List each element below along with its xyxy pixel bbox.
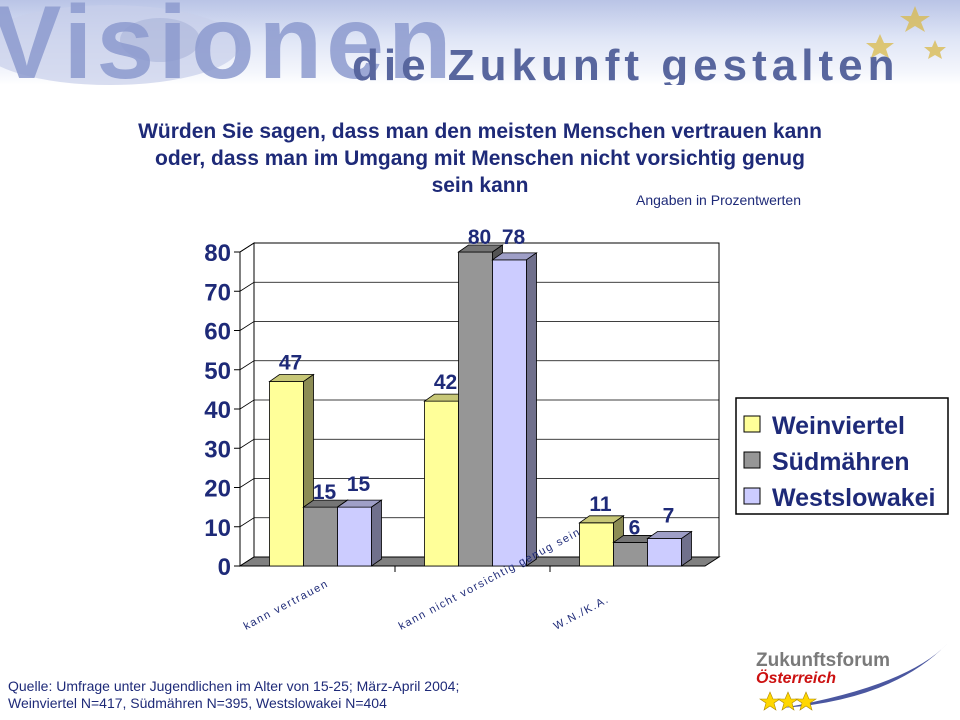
chart-title-line-3: sein kann [431,174,529,197]
data-label: 15 [347,473,371,496]
bar-weinviertel-front [424,400,459,567]
legend-label: Westslowakei [772,484,936,512]
gridline [239,360,719,371]
chart-title-line-1: Würden Sie sagen, dass man den meisten M… [138,120,822,143]
legend-label: Südmähren [772,448,910,476]
bar-westslowakei-side [371,499,382,567]
bar-südmähren-front [458,251,493,567]
x-tick-label: kann vertrauen [242,578,331,633]
chart-subtitle: Angaben in Prozentwerten [636,192,801,208]
gridline [239,321,719,331]
y-tick-label: 80 [204,240,231,267]
legend-box [735,397,949,515]
data-label: 47 [279,352,302,375]
bar-weinviertel-front [269,381,304,567]
gridline [239,517,719,528]
x-tick-label: W.N./K.A. [552,593,612,632]
y-tick-label: 0 [218,554,231,581]
source-line-2: Weinviertel N=417, Südmähren N=395, West… [8,695,387,711]
data-label: 7 [663,505,675,528]
chart-title-line-2: oder, dass man im Umgang mit Menschen ni… [155,147,805,170]
legend-swatch [743,487,761,505]
y-tick-label: 30 [204,436,231,463]
banner-word-big: Visionen [0,0,456,85]
source-note: Quelle: Umfrage unter Jugendlichen im Al… [8,678,459,712]
bar-südmähren-front [613,542,648,567]
y-tick-label: 10 [204,515,231,542]
bar-westslowakei-side [526,252,537,567]
bar-südmähren-front [303,506,338,567]
data-label: 11 [589,493,612,516]
y-tick-label: 70 [204,279,231,306]
y-tick-label: 60 [204,319,231,346]
gridline [239,281,719,292]
data-label: 15 [313,481,337,504]
source-line-1: Quelle: Umfrage unter Jugendlichen im Al… [8,678,460,694]
logo-line-1: Zukunftsforum [756,650,890,671]
gridline [239,242,719,253]
legend-swatch [743,415,761,433]
y-tick-label: 50 [204,358,231,385]
data-label: 80 [468,226,491,249]
legend-label: Weinviertel [772,412,905,440]
banner-star-icon [866,6,946,59]
bar-westslowakei-front [337,506,372,567]
logo-line-2: Österreich [756,668,836,687]
bar-weinviertel-front [579,522,614,567]
chart-title: Würden Sie sagen, dass man den meisten M… [20,118,940,199]
data-label: 42 [434,371,457,394]
logo-star-icon [759,691,817,711]
legend-swatch [743,451,761,469]
y-tick-label: 40 [204,397,231,424]
header-banner: Visionen die Zukunft gestalten [0,0,960,85]
y-tick-label: 20 [204,476,231,503]
gridline [239,399,719,410]
bar-westslowakei-side [681,530,692,567]
gridline [239,478,719,488]
bar-westslowakei-front [647,538,682,567]
banner-word-small: die Zukunft gestalten [352,41,899,85]
bar-westslowakei-front [492,259,527,567]
zukunftsforum-logo: Zukunftsforum Österreich [756,644,947,711]
banner-artwork: Visionen die Zukunft gestalten [0,0,946,85]
gridline [239,438,719,449]
data-label: 78 [502,226,526,249]
data-label: 6 [629,516,641,539]
